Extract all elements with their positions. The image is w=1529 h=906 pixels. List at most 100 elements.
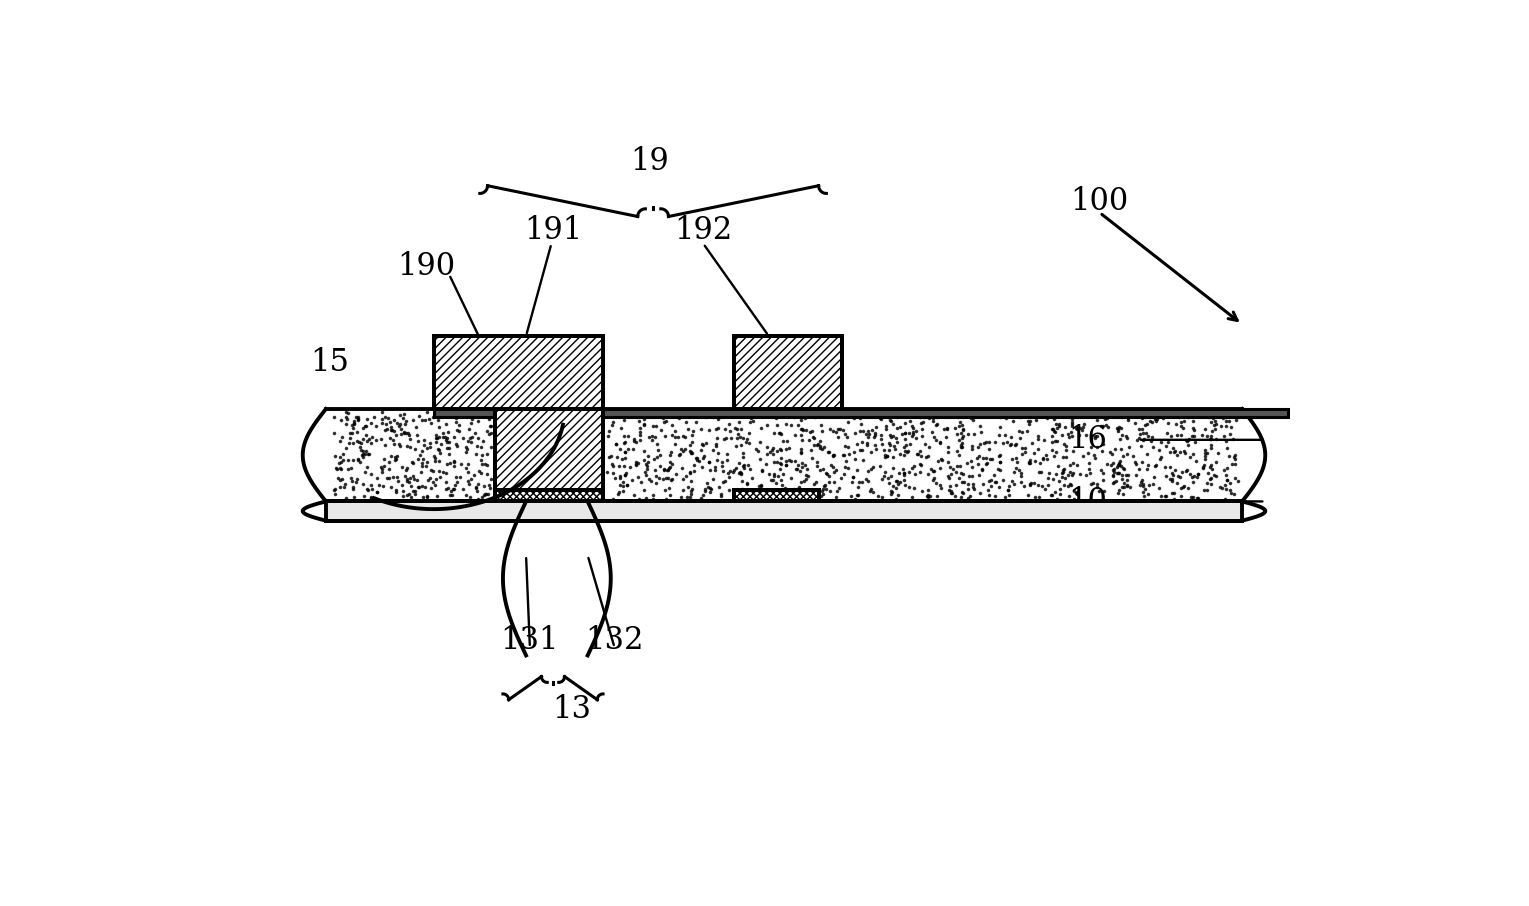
- Point: [1018, 456, 1043, 470]
- Point: [878, 428, 902, 442]
- Point: [703, 439, 728, 454]
- Point: [1179, 467, 1203, 481]
- Point: [1041, 449, 1066, 464]
- Point: [1203, 421, 1228, 436]
- Point: [1216, 473, 1240, 487]
- Point: [809, 442, 833, 457]
- Text: 10: 10: [1069, 486, 1107, 517]
- Point: [813, 478, 838, 493]
- Point: [1157, 472, 1182, 487]
- Point: [754, 489, 778, 504]
- Point: [1174, 433, 1199, 448]
- Point: [677, 465, 702, 479]
- Point: [1171, 444, 1196, 458]
- Point: [1026, 441, 1050, 456]
- Point: [901, 461, 925, 476]
- Point: [974, 450, 998, 465]
- Point: [1131, 433, 1156, 448]
- Point: [896, 405, 920, 419]
- Point: [898, 413, 922, 428]
- Point: [888, 475, 913, 489]
- Point: [1076, 446, 1101, 460]
- Point: [804, 438, 829, 452]
- Point: [729, 473, 754, 487]
- Point: [972, 436, 997, 450]
- Point: [425, 431, 450, 446]
- Point: [974, 435, 998, 449]
- Point: [604, 437, 628, 451]
- Point: [691, 438, 716, 452]
- Point: [1217, 414, 1242, 429]
- Point: [853, 427, 878, 441]
- Point: [743, 488, 768, 503]
- Point: [868, 458, 893, 473]
- Point: [410, 456, 434, 470]
- Point: [1212, 492, 1237, 506]
- Point: [476, 409, 500, 423]
- Point: [1127, 461, 1151, 476]
- Point: [1200, 424, 1225, 439]
- Point: [957, 488, 982, 503]
- Point: [523, 492, 547, 506]
- Point: [844, 462, 868, 477]
- Point: [1187, 467, 1211, 481]
- Point: [711, 464, 735, 478]
- Point: [384, 482, 408, 496]
- Point: [982, 405, 1006, 419]
- Point: [355, 447, 379, 461]
- Point: [685, 453, 709, 467]
- Point: [1057, 427, 1081, 441]
- Point: [414, 405, 439, 419]
- Point: [982, 405, 1006, 419]
- Point: [764, 410, 789, 425]
- Bar: [734, 336, 842, 409]
- Point: [1090, 473, 1115, 487]
- Point: [627, 432, 651, 447]
- Point: [654, 491, 679, 506]
- Point: [1176, 438, 1200, 452]
- Point: [665, 429, 690, 444]
- Point: [690, 443, 714, 458]
- Point: [657, 448, 682, 462]
- Point: [1046, 458, 1070, 473]
- Point: [346, 412, 370, 427]
- Point: [827, 481, 852, 496]
- Point: [780, 407, 804, 421]
- Point: [790, 460, 815, 475]
- Point: [349, 436, 373, 450]
- Point: [616, 442, 641, 457]
- Point: [1133, 418, 1157, 432]
- Point: [1131, 404, 1156, 419]
- Point: [835, 461, 859, 476]
- Point: [359, 429, 384, 444]
- Point: [1060, 417, 1084, 431]
- Point: [1109, 442, 1133, 457]
- Point: [742, 487, 766, 501]
- Point: [694, 477, 719, 491]
- Point: [1141, 415, 1165, 429]
- Point: [1182, 435, 1206, 449]
- Point: [424, 472, 448, 487]
- Point: [624, 455, 648, 469]
- Point: [988, 463, 1012, 477]
- Point: [856, 427, 881, 441]
- Point: [751, 463, 775, 477]
- Point: [650, 472, 674, 487]
- Point: [683, 451, 708, 466]
- Point: [355, 460, 379, 475]
- Point: [936, 469, 960, 484]
- Point: [352, 449, 376, 464]
- Point: [858, 484, 882, 498]
- Point: [633, 465, 657, 479]
- Point: [729, 481, 754, 496]
- Point: [1032, 433, 1057, 448]
- Point: [841, 470, 865, 485]
- Point: [858, 408, 882, 422]
- Point: [605, 487, 630, 502]
- Point: [804, 475, 829, 489]
- Point: [722, 462, 746, 477]
- Point: [1053, 420, 1078, 435]
- Point: [954, 456, 979, 470]
- Point: [885, 410, 910, 424]
- Point: [1044, 444, 1069, 458]
